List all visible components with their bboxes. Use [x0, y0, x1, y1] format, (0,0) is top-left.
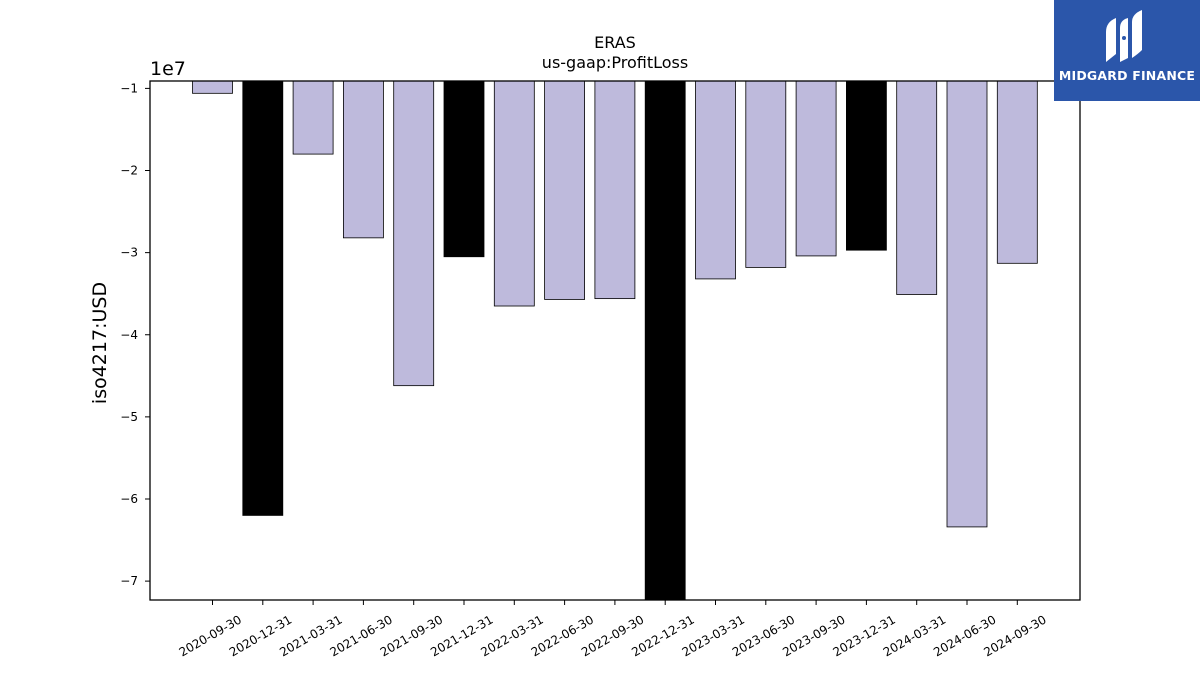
midgard-finance-logo: MIDGARD FINANCE [1054, 0, 1200, 101]
bar-2024-09-30 [996, 80, 1038, 264]
y-axis-label: iso4217:USD [89, 282, 111, 404]
bar-2021-09-30 [393, 80, 435, 387]
logo-text: MIDGARD FINANCE [1058, 68, 1196, 83]
plot-frame [149, 80, 1081, 601]
y-scale-label: 1e7 [150, 58, 186, 80]
logo-mark-icon [1106, 10, 1142, 62]
bar-2023-12-31 [846, 80, 887, 251]
bar-2023-06-30 [745, 80, 787, 268]
y-tick-label: −4 [120, 328, 138, 342]
bar-2021-12-31 [443, 80, 485, 258]
y-tick-label: −3 [120, 246, 138, 260]
bar-2021-03-31 [292, 80, 334, 155]
bar-2024-06-30 [946, 80, 988, 528]
y-tick-label: −5 [120, 410, 138, 424]
bar-2020-09-30 [192, 80, 233, 94]
y-tick-label: −1 [120, 81, 138, 95]
bar-2022-12-31 [644, 80, 686, 601]
bar-2024-03-31 [896, 80, 938, 295]
y-tick-label: −7 [120, 574, 138, 588]
y-tick-label: −6 [120, 492, 138, 506]
chart-subtitle: us-gaap:ProfitLoss [542, 53, 688, 72]
bar-2023-03-31 [695, 80, 736, 280]
chart-title: ERAS [594, 33, 636, 52]
bar-2020-12-31 [242, 80, 284, 516]
bar-2023-09-30 [795, 80, 837, 257]
bar-2022-09-30 [594, 80, 636, 300]
y-tick-label: −2 [120, 164, 138, 178]
bar-2022-03-31 [493, 80, 535, 307]
bar-2022-06-30 [544, 80, 585, 300]
bar-2021-06-30 [342, 80, 384, 239]
